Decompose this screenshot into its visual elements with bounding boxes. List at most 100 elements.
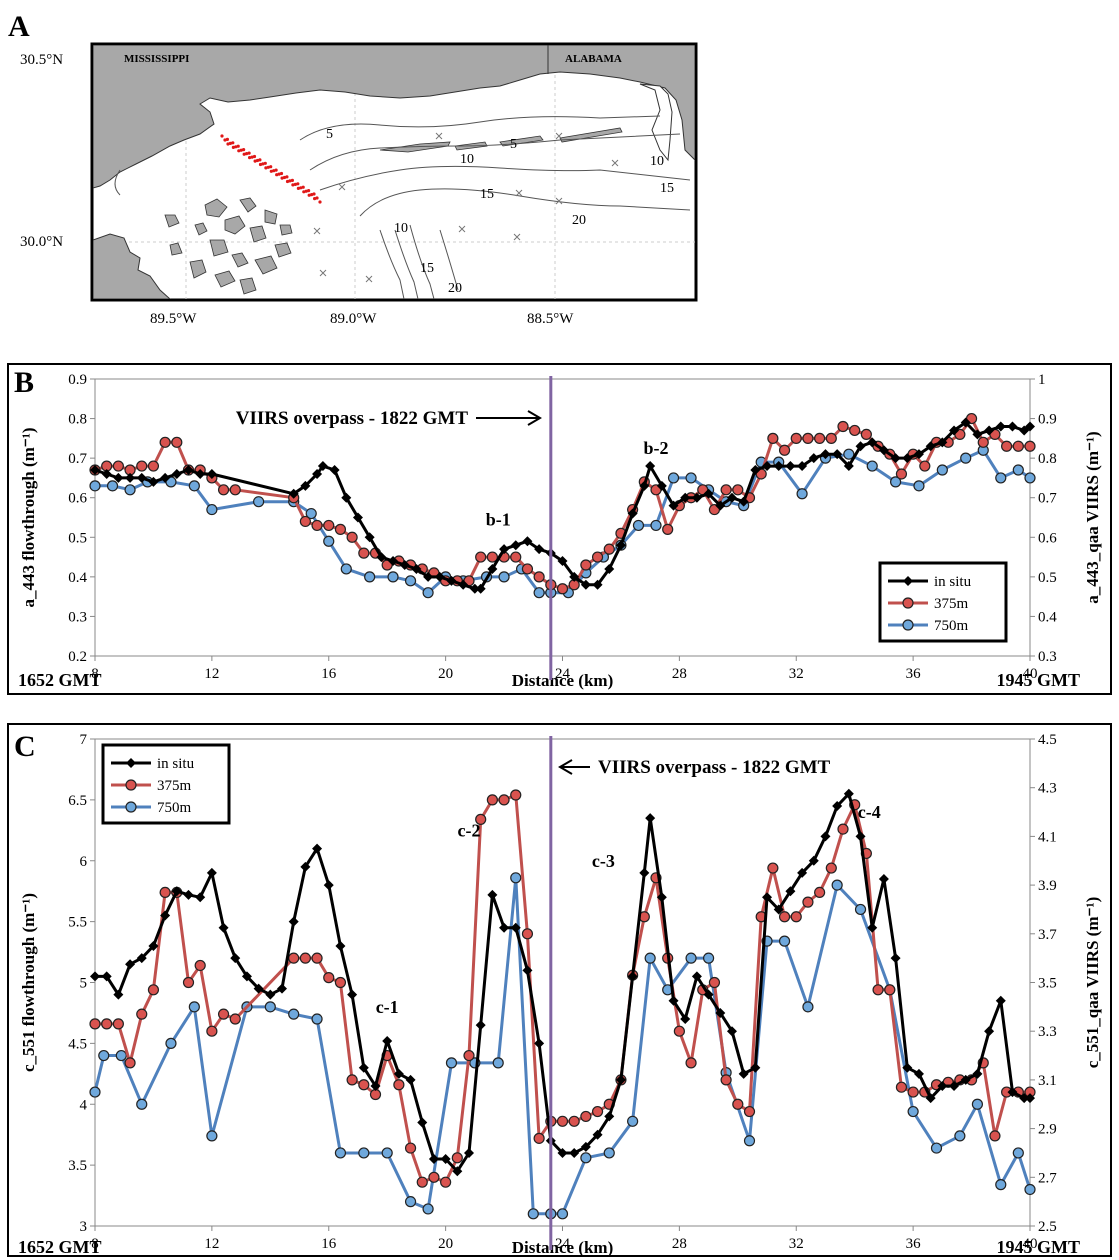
data-point-in-situ (902, 453, 913, 464)
data-point-375m (837, 823, 849, 835)
data-point-375m (346, 1074, 358, 1086)
data-point-in-situ (843, 788, 854, 799)
track-dot (263, 161, 267, 165)
data-point-in-situ (101, 468, 112, 479)
data-point-750m (364, 571, 376, 583)
data-point-in-situ (972, 1068, 983, 1079)
data-point-in-situ (329, 465, 340, 476)
track-dot (285, 179, 290, 184)
data-point-in-situ (557, 556, 568, 567)
y2-tick-label: 4.5 (1038, 732, 1057, 748)
y2-tick-label: 2.9 (1038, 1122, 1057, 1138)
data-point-in-situ (312, 468, 323, 479)
data-point-750m (422, 587, 434, 599)
y2-tick-label: 1 (1038, 372, 1046, 388)
track-dot (236, 144, 240, 148)
y-tick-label: 5.5 (68, 915, 87, 931)
data-point-375m (825, 862, 837, 874)
y-tick-label: 5 (80, 976, 88, 992)
data-point-375m (428, 1171, 440, 1183)
data-point-750m (188, 480, 200, 492)
data-point-750m (802, 1001, 814, 1013)
map-body: 5 5 10 10 15 15 20 20 15 10 MISSISSIPPI … (93, 45, 695, 299)
y-tick-label: 0.5 (68, 530, 87, 546)
data-point-in-situ (1007, 421, 1018, 432)
data-point-in-situ (323, 880, 334, 891)
data-point-in-situ (726, 492, 737, 503)
data-point-in-situ (335, 940, 346, 951)
track-dot (220, 134, 224, 138)
data-point-375m (919, 460, 931, 472)
y2-tick-label: 0.8 (1038, 451, 1057, 467)
ship-track (220, 134, 322, 204)
peak-annotation: c-1 (376, 997, 399, 1017)
overpass-label: VIIRS overpass - 1822 GMT (236, 408, 469, 429)
data-point-in-situ (627, 508, 638, 519)
data-point-in-situ (370, 1080, 381, 1091)
track-dot (231, 141, 235, 145)
data-point-750m (685, 472, 697, 484)
data-point-375m (895, 1081, 908, 1093)
data-point-750m (381, 1147, 393, 1159)
x-tick-label: 36 (906, 666, 922, 682)
data-point-375m (101, 1018, 113, 1030)
data-point-750m (907, 1105, 919, 1118)
track-dot (258, 158, 262, 162)
data-point-375m (475, 551, 487, 563)
data-point-750m (644, 952, 656, 964)
data-point-in-situ (452, 1166, 463, 1177)
data-point-750m (124, 484, 136, 496)
data-point-375m (171, 436, 183, 448)
state-label-alabama: ALABAMA (565, 53, 622, 65)
x-tick-label: 32 (789, 1236, 804, 1252)
end-time-label: 1945 GMT (997, 1237, 1081, 1257)
lon-label-88-5: 88.5°W (527, 311, 574, 327)
data-point-in-situ (475, 1020, 486, 1031)
svg-text:20: 20 (572, 213, 586, 228)
data-point-750m (340, 563, 352, 575)
data-point-in-situ (352, 512, 363, 523)
track-dot (245, 152, 249, 156)
y-tick-label: 0.6 (68, 491, 87, 507)
depth-contours (114, 115, 691, 299)
data-point-in-situ (785, 886, 796, 897)
track-dot (253, 159, 257, 163)
data-point-750m (796, 488, 808, 500)
panel-c-chart: C 8 12 16 20 24 28 32 36 40 3 3.5 4 4.5 5 5.5 6 6.5 7 2.5 2… (7, 723, 1112, 1257)
data-point-in-situ (358, 1062, 369, 1073)
data-point-in-situ (878, 445, 889, 456)
data-point-375m (217, 1008, 230, 1020)
data-point-in-situ (1007, 1087, 1018, 1098)
data-point-in-situ (750, 465, 761, 476)
track-dot (237, 149, 241, 153)
panel-a-map: A (8, 10, 698, 327)
data-point-in-situ (317, 461, 328, 472)
data-point-375m (837, 420, 849, 433)
data-point-in-situ (867, 922, 878, 933)
track-dot (288, 179, 292, 183)
data-point-in-situ (522, 536, 533, 547)
track-dot (250, 155, 254, 159)
data-point-in-situ (639, 867, 650, 878)
data-point-in-situ (738, 1068, 749, 1079)
data-point-in-situ (995, 421, 1006, 432)
data-point-in-situ (183, 465, 194, 476)
panel-b-label: B (14, 366, 34, 399)
track-dot (296, 186, 300, 190)
data-point-375m (743, 1105, 756, 1118)
data-point-750m (960, 452, 972, 464)
data-point-in-situ (972, 429, 983, 440)
data-point-375m (1001, 440, 1013, 452)
data-point-in-situ (738, 496, 749, 507)
track-dot (269, 169, 273, 173)
chart-b-plot: 8 12 16 20 24 28 32 36 40 0.2 0.3 0.4 0.5 0.6 0.7 0.8 0.… (18, 372, 1102, 690)
data-point-in-situ (867, 437, 878, 448)
data-point-in-situ (703, 488, 714, 499)
data-point-375m (112, 460, 124, 472)
data-point-in-situ (364, 532, 375, 543)
track-dot (226, 142, 230, 146)
data-point-in-situ (557, 1147, 568, 1158)
data-point-375m (685, 1057, 697, 1069)
track-dot (255, 158, 260, 163)
x-tick-label: 8 (91, 666, 99, 682)
